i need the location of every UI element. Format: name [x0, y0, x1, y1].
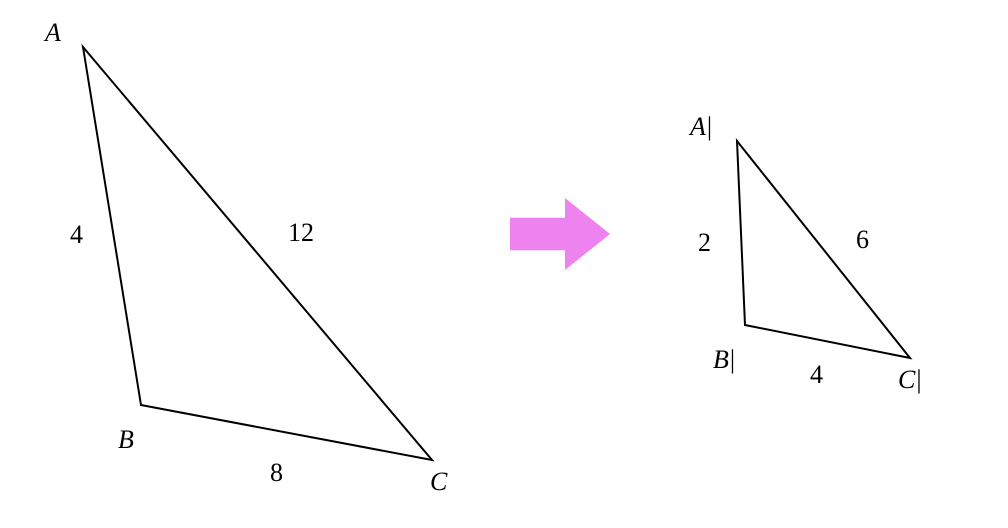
edge-label-ac: 12 [288, 218, 314, 248]
transform-arrow [510, 198, 610, 270]
edge-label-bc: 8 [270, 458, 283, 488]
edge-label-ab: 4 [70, 220, 83, 250]
triangle-large [83, 47, 432, 460]
edge-label-bc-prime: 4 [810, 360, 823, 390]
vertex-label-a: A [45, 18, 61, 48]
vertex-label-c: C [430, 467, 447, 497]
edge-label-ac-prime: 6 [856, 225, 869, 255]
vertex-label-b: B [118, 425, 134, 455]
vertex-label-c-prime: C| [898, 365, 922, 395]
triangle-small [737, 141, 910, 358]
edge-label-ab-prime: 2 [698, 228, 711, 258]
diagram-canvas [0, 0, 1008, 528]
vertex-label-b-prime: B| [713, 345, 735, 375]
vertex-label-a-prime: A| [690, 112, 712, 142]
